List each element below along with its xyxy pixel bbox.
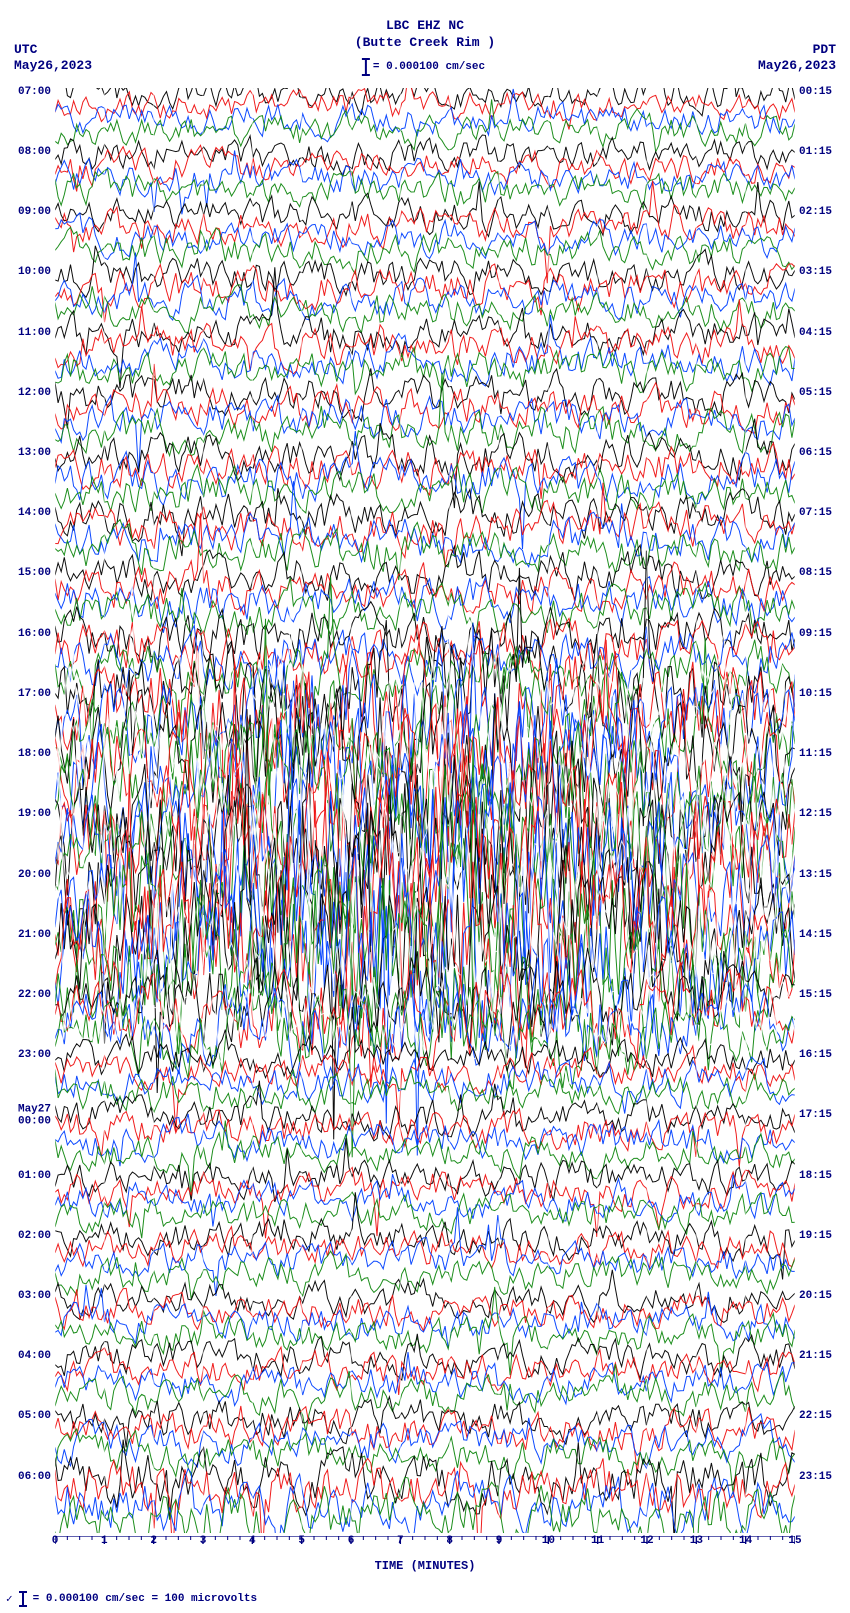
x-tick-label: 9 <box>496 1535 503 1547</box>
helicorder-svg <box>55 88 795 1533</box>
y-left-label: 09:00 <box>0 207 51 219</box>
x-tick-label: 0 <box>52 1535 59 1547</box>
y-left-label: May27 00:00 <box>0 1105 51 1128</box>
y-right-label: 17:15 <box>799 1111 850 1123</box>
y-left-label: 08:00 <box>0 147 51 159</box>
y-left-label: 22:00 <box>0 990 51 1002</box>
y-left-label: 03:00 <box>0 1291 51 1303</box>
y-right-label: 16:15 <box>799 1050 850 1062</box>
y-left-label: 16:00 <box>0 629 51 641</box>
x-tick-label: 4 <box>249 1535 256 1547</box>
left-timezone-block: UTC May26,2023 <box>14 42 92 75</box>
x-tick-label: 6 <box>348 1535 355 1547</box>
y-left-label: 15:00 <box>0 569 51 581</box>
y-left-label: 11:00 <box>0 328 51 340</box>
footer-scale-note: ✓ = 0.000100 cm/sec = 100 microvolts <box>6 1591 257 1607</box>
y-right-label: 07:15 <box>799 508 850 520</box>
x-tick-label: 10 <box>542 1535 555 1547</box>
chart-header: LBC EHZ NC (Butte Creek Rim ) <box>0 18 850 52</box>
y-left-label: 23:00 <box>0 1050 51 1062</box>
y-left-label: 04:00 <box>0 1351 51 1363</box>
footer-text: = 0.000100 cm/sec = 100 microvolts <box>33 1593 257 1605</box>
y-left-label: 19:00 <box>0 810 51 822</box>
right-date: May26,2023 <box>758 58 836 74</box>
y-right-label: 10:15 <box>799 689 850 701</box>
left-tz: UTC <box>14 42 92 58</box>
y-right-label: 01:15 <box>799 147 850 159</box>
y-right-label: 02:15 <box>799 207 850 219</box>
y-right-label: 13:15 <box>799 870 850 882</box>
right-tz: PDT <box>758 42 836 58</box>
x-tick-label: 11 <box>591 1535 604 1547</box>
y-left-label: 07:00 <box>0 87 51 99</box>
y-left-label: 10:00 <box>0 268 51 280</box>
y-left-label: 05:00 <box>0 1412 51 1424</box>
x-tick-label: 7 <box>397 1535 404 1547</box>
y-left-label: 01:00 <box>0 1171 51 1183</box>
y-right-label: 20:15 <box>799 1291 850 1303</box>
y-right-label: 09:15 <box>799 629 850 641</box>
y-left-label: 17:00 <box>0 689 51 701</box>
y-right-label: 04:15 <box>799 328 850 340</box>
x-tick-label: 8 <box>446 1535 453 1547</box>
y-left-label: 02:00 <box>0 1231 51 1243</box>
y-right-label: 03:15 <box>799 268 850 280</box>
x-tick-label: 2 <box>150 1535 157 1547</box>
y-left-label: 20:00 <box>0 870 51 882</box>
y-axis-left: 07:00 08:00 09:00 10:00 11:00 12:00 13:00 14:00… <box>0 88 55 1533</box>
station-title: LBC EHZ NC <box>0 18 850 35</box>
y-right-label: 11:15 <box>799 749 850 761</box>
x-tick-label: 13 <box>690 1535 703 1547</box>
x-tick-label: 3 <box>200 1535 207 1547</box>
y-left-label: 13:00 <box>0 448 51 460</box>
station-subtitle: (Butte Creek Rim ) <box>0 35 850 52</box>
y-right-label: 21:15 <box>799 1351 850 1363</box>
y-left-label: 21:00 <box>0 930 51 942</box>
x-tick-label: 14 <box>739 1535 752 1547</box>
x-axis-title: TIME (MINUTES) <box>0 1559 850 1573</box>
y-right-label: 23:15 <box>799 1472 850 1484</box>
helicorder-plot <box>55 88 795 1533</box>
y-right-label: 08:15 <box>799 569 850 581</box>
y-right-label: 14:15 <box>799 930 850 942</box>
right-timezone-block: PDT May26,2023 <box>758 42 836 75</box>
scale-bar-icon <box>365 58 367 76</box>
y-right-label: 19:15 <box>799 1231 850 1243</box>
x-tick-label: 5 <box>298 1535 305 1547</box>
y-right-label: 05:15 <box>799 388 850 400</box>
y-right-label: 06:15 <box>799 448 850 460</box>
y-left-label: 06:00 <box>0 1472 51 1484</box>
left-date: May26,2023 <box>14 58 92 74</box>
footer-prefix: ✓ <box>6 1592 13 1606</box>
scale-label: = 0.000100 cm/sec <box>373 61 485 73</box>
y-right-label: 00:15 <box>799 87 850 99</box>
y-left-label: 18:00 <box>0 749 51 761</box>
y-left-label: 12:00 <box>0 388 51 400</box>
y-right-label: 15:15 <box>799 990 850 1002</box>
y-right-label: 18:15 <box>799 1171 850 1183</box>
y-right-label: 12:15 <box>799 810 850 822</box>
scale-indicator: = 0.000100 cm/sec <box>365 58 485 76</box>
x-tick-label: 15 <box>788 1535 801 1547</box>
x-tick-label: 12 <box>640 1535 653 1547</box>
y-right-label: 22:15 <box>799 1412 850 1424</box>
footer-scale-bar-icon <box>22 1591 24 1607</box>
y-left-label: 14:00 <box>0 508 51 520</box>
x-tick-label: 1 <box>101 1535 108 1547</box>
y-axis-right: 00:15 01:15 02:15 03:15 04:15 05:15 06:15 07:15… <box>795 88 850 1533</box>
